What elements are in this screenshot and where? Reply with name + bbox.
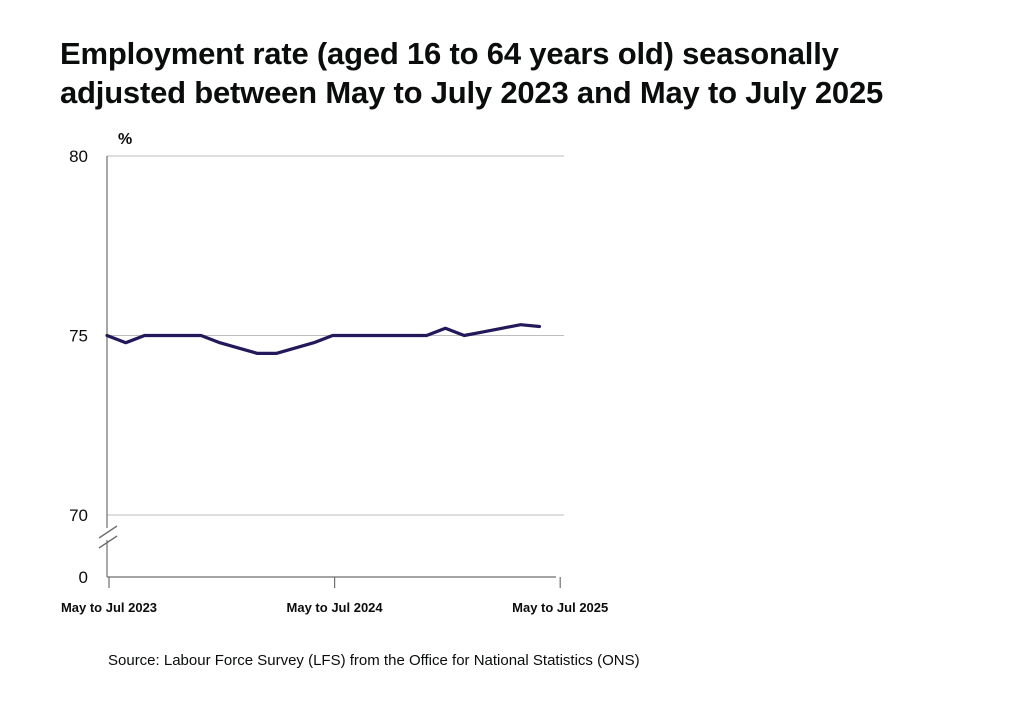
y-tick-label-75: 75 [69,327,88,346]
axes [98,156,561,588]
y-tick-label-70: 70 [69,506,88,525]
x-tick-label-1: May to Jul 2024 [287,600,384,615]
x-tick-label-2: May to Jul 2025 [512,600,608,615]
chart-title: Employment rate (aged 16 to 64 years old… [60,36,884,110]
series-line-0 [105,323,542,355]
tick-labels: % 80 75 70 0 May to Jul 2023 May to Jul 2024 Ma… [61,131,608,615]
y-axis-unit: % [118,131,132,148]
y-tick-label-80: 80 [69,147,88,166]
x-tick-label-0: May to Jul 2023 [61,600,157,615]
axis-break-mark-2 [98,535,118,549]
series-layer [105,323,542,355]
y-tick-label-0: 0 [79,568,88,587]
axis-break-mark-1 [98,525,118,539]
source-note: Source: Labour Force Survey (LFS) from t… [108,652,640,669]
